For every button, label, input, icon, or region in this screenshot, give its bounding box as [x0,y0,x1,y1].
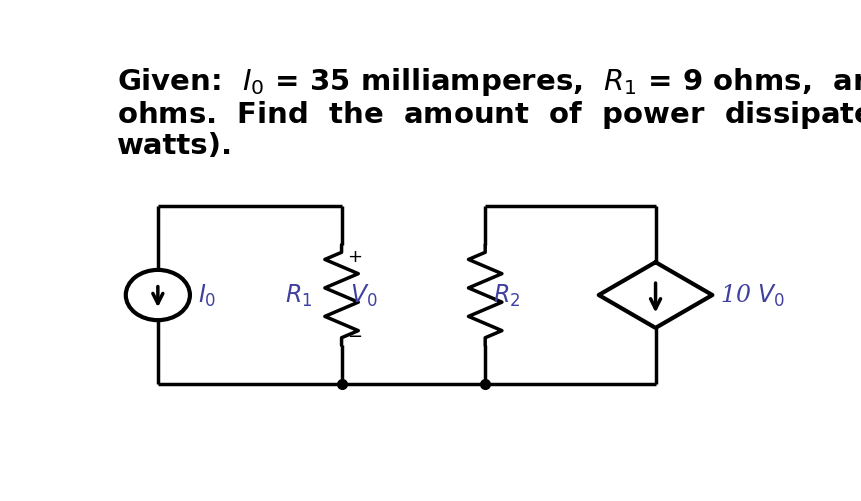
Text: ohms.  Find  the  amount  of  power  dissipated  in  $\mathit{R}_2$  (in: ohms. Find the amount of power dissipate… [117,99,861,131]
Text: $I_0$: $I_0$ [198,283,216,309]
Text: $-$: $-$ [346,326,362,344]
Text: $R_1$: $R_1$ [284,283,312,309]
Text: 10 $V_0$: 10 $V_0$ [720,283,784,309]
Text: Given:  $\mathit{I}_0$ = 35 milliamperes,  $\mathit{R}_1$ = 9 ohms,  and  $\math: Given: $\mathit{I}_0$ = 35 milliamperes,… [117,66,861,98]
Text: $R_2$: $R_2$ [492,283,520,309]
Text: $V_0$: $V_0$ [350,283,377,309]
Text: +: + [346,247,362,266]
Text: watts).: watts). [117,131,233,159]
